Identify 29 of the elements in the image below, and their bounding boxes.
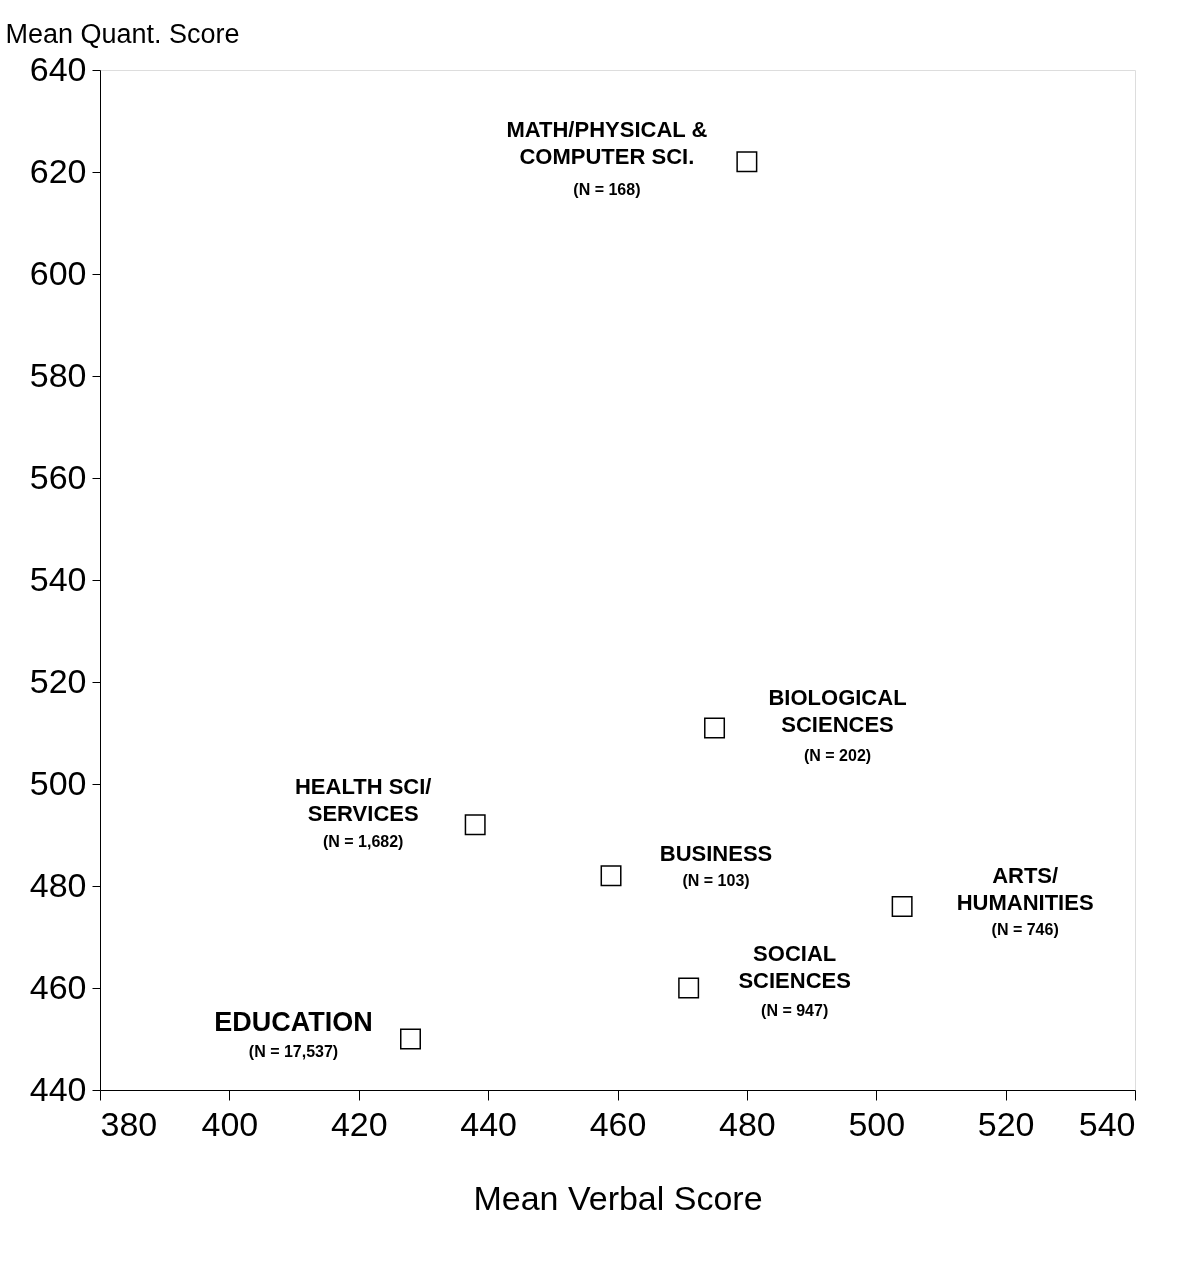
y-tick-label: 500	[29, 763, 87, 802]
x-tick-label: 380	[100, 1104, 158, 1143]
y-tick-label: 640	[29, 49, 87, 88]
annotation: BIOLOGICAL SCIENCES (N = 202)	[768, 684, 907, 764]
x-axis-title: Mean Verbal Score	[473, 1178, 763, 1217]
y-tick-label: 520	[29, 661, 87, 700]
x-tick-label: 540	[1078, 1104, 1136, 1143]
annotation: EDUCATION (N = 17,537)	[214, 1007, 373, 1060]
x-tick-label: 460	[589, 1104, 647, 1143]
y-tick-label: 620	[29, 151, 87, 190]
x-tick-label: 520	[977, 1104, 1035, 1143]
annotation: MATH/PHYSICAL & COMPUTER SCI. (N = 168)	[506, 116, 708, 198]
annotation: ARTS/ HUMANITIES (N = 746)	[956, 863, 1094, 939]
x-tick-label: 500	[848, 1104, 906, 1143]
x-tick-label: 440	[460, 1104, 517, 1143]
annotation: BUSINESS (N = 103)	[659, 840, 773, 889]
x-tick-label: 420	[330, 1104, 388, 1143]
y-tick-label: 600	[29, 253, 87, 292]
x-tick-label: 480	[719, 1104, 776, 1143]
y-tick-label: 480	[29, 865, 87, 904]
y-tick-label: 540	[29, 559, 87, 598]
annotation: SOCIAL SCIENCES (N = 947)	[738, 941, 851, 1019]
y-tick-label: 440	[29, 1069, 87, 1108]
y-tick-label: 580	[29, 355, 87, 394]
annotation: HEALTH SCI/ SERVICES (N = 1,682)	[294, 773, 432, 850]
y-tick-label: 460	[29, 967, 87, 1006]
x-tick-label: 400	[201, 1104, 259, 1143]
y-axis-title: Mean Quant. Score	[5, 18, 240, 49]
y-tick-label: 560	[29, 457, 87, 496]
